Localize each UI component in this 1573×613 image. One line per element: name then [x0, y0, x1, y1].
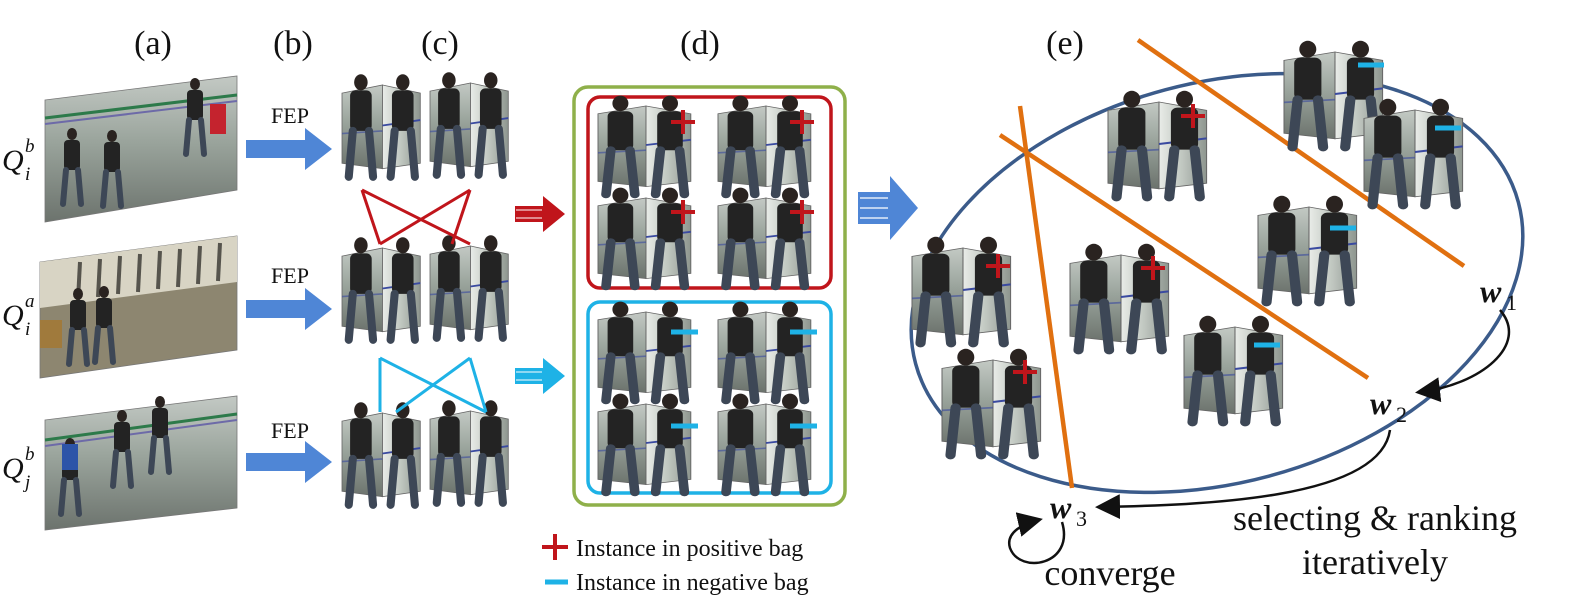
fep-label: FEP — [271, 263, 309, 288]
fep-label: FEP — [271, 103, 309, 128]
negative-pair-links — [378, 356, 488, 414]
bag-to-ranking-arrow — [858, 176, 918, 240]
fep-label: FEP — [271, 418, 309, 443]
negative-instance — [598, 394, 698, 493]
query-label-qbi: Q b i — [2, 136, 35, 185]
weight-base: w — [1480, 273, 1502, 309]
query-sup: b — [25, 444, 35, 465]
panel-label-a: (a) — [134, 25, 172, 62]
negative-instance — [598, 302, 698, 401]
query-sub: i — [25, 319, 30, 340]
weight-base: w — [1050, 489, 1072, 525]
weight-sub: 2 — [1396, 402, 1407, 427]
legend-negative-text: Instance in negative bag — [576, 570, 809, 596]
selecting-label-line1: selecting & ranking — [1233, 498, 1517, 538]
instance-block — [342, 402, 420, 505]
bag-container — [572, 85, 847, 507]
video-sequence-3 — [44, 396, 238, 531]
fep-arrow-2: FEP — [246, 263, 332, 330]
weight-sub: 1 — [1506, 290, 1517, 315]
legend-positive-text: Instance in positive bag — [576, 536, 803, 562]
ranked-instance-positive — [1108, 91, 1207, 197]
plus-icon — [542, 534, 568, 560]
negative-arrow — [515, 358, 565, 394]
panel-label-e: (e) — [1046, 25, 1084, 62]
fep-arrow-1: FEP — [246, 103, 332, 170]
hyperplane-w3 — [1017, 105, 1075, 489]
ranked-instance-negative — [1284, 41, 1384, 147]
positive-arrow — [515, 196, 565, 232]
query-sub: i — [25, 164, 30, 185]
panel-label-d: (d) — [680, 25, 720, 62]
converge-label: converge — [1044, 553, 1175, 593]
weight-w1: w 1 — [1480, 273, 1517, 315]
ranked-instance-negative — [1258, 196, 1357, 302]
converge-loop-arrow — [1007, 512, 1066, 565]
video-sequence-2 — [39, 235, 238, 379]
ranked-instance-negative — [1184, 316, 1283, 422]
feature-space-ellipse — [909, 71, 1525, 495]
legend-negative: Instance in negative bag — [545, 570, 809, 596]
positive-pair-links — [360, 188, 472, 246]
panel-label-b: (b) — [273, 25, 313, 62]
ranked-instance-positive — [912, 237, 1011, 343]
ranked-instance-negative — [1364, 99, 1463, 205]
weight-base: w — [1370, 385, 1392, 421]
positive-instance — [718, 188, 814, 287]
instance-block — [342, 74, 420, 177]
hyperplane-w2 — [998, 133, 1370, 380]
query-base: Q — [2, 299, 24, 332]
negative-bag — [586, 300, 833, 495]
instance-block — [342, 237, 420, 340]
selecting-label-line2: iteratively — [1302, 542, 1448, 582]
query-sup: b — [25, 136, 35, 157]
ranked-instance-positive — [942, 349, 1041, 455]
query-label-qai: Q a i — [2, 291, 35, 340]
positive-bag — [586, 95, 833, 290]
query-sup: a — [25, 291, 35, 312]
video-sequence-1 — [44, 76, 238, 223]
instance-block — [430, 400, 508, 503]
query-sub: j — [22, 472, 30, 493]
ranked-instance-positive — [1070, 244, 1169, 350]
query-base: Q — [2, 144, 24, 177]
panel-label-c: (c) — [421, 25, 459, 62]
weight-sub: 3 — [1076, 506, 1087, 531]
negative-instance — [718, 302, 817, 401]
iteration-arrow-w2-w3 — [1095, 429, 1392, 520]
negative-instance — [718, 394, 817, 493]
instance-block — [430, 235, 508, 338]
query-label-qbj: Q b j — [2, 444, 35, 493]
legend-positive: Instance in positive bag — [542, 534, 803, 562]
weight-w3: w 3 — [1050, 489, 1087, 531]
iteration-arrow-w1-w2 — [1415, 309, 1511, 403]
hyperplane-w1 — [1136, 38, 1466, 268]
positive-instance — [598, 188, 695, 287]
query-base: Q — [2, 452, 24, 485]
fep-arrow-3: FEP — [246, 418, 332, 483]
positive-instance — [718, 96, 814, 195]
weight-w2: w 2 — [1370, 385, 1407, 427]
positive-instance — [598, 96, 695, 195]
instance-block — [430, 72, 508, 175]
